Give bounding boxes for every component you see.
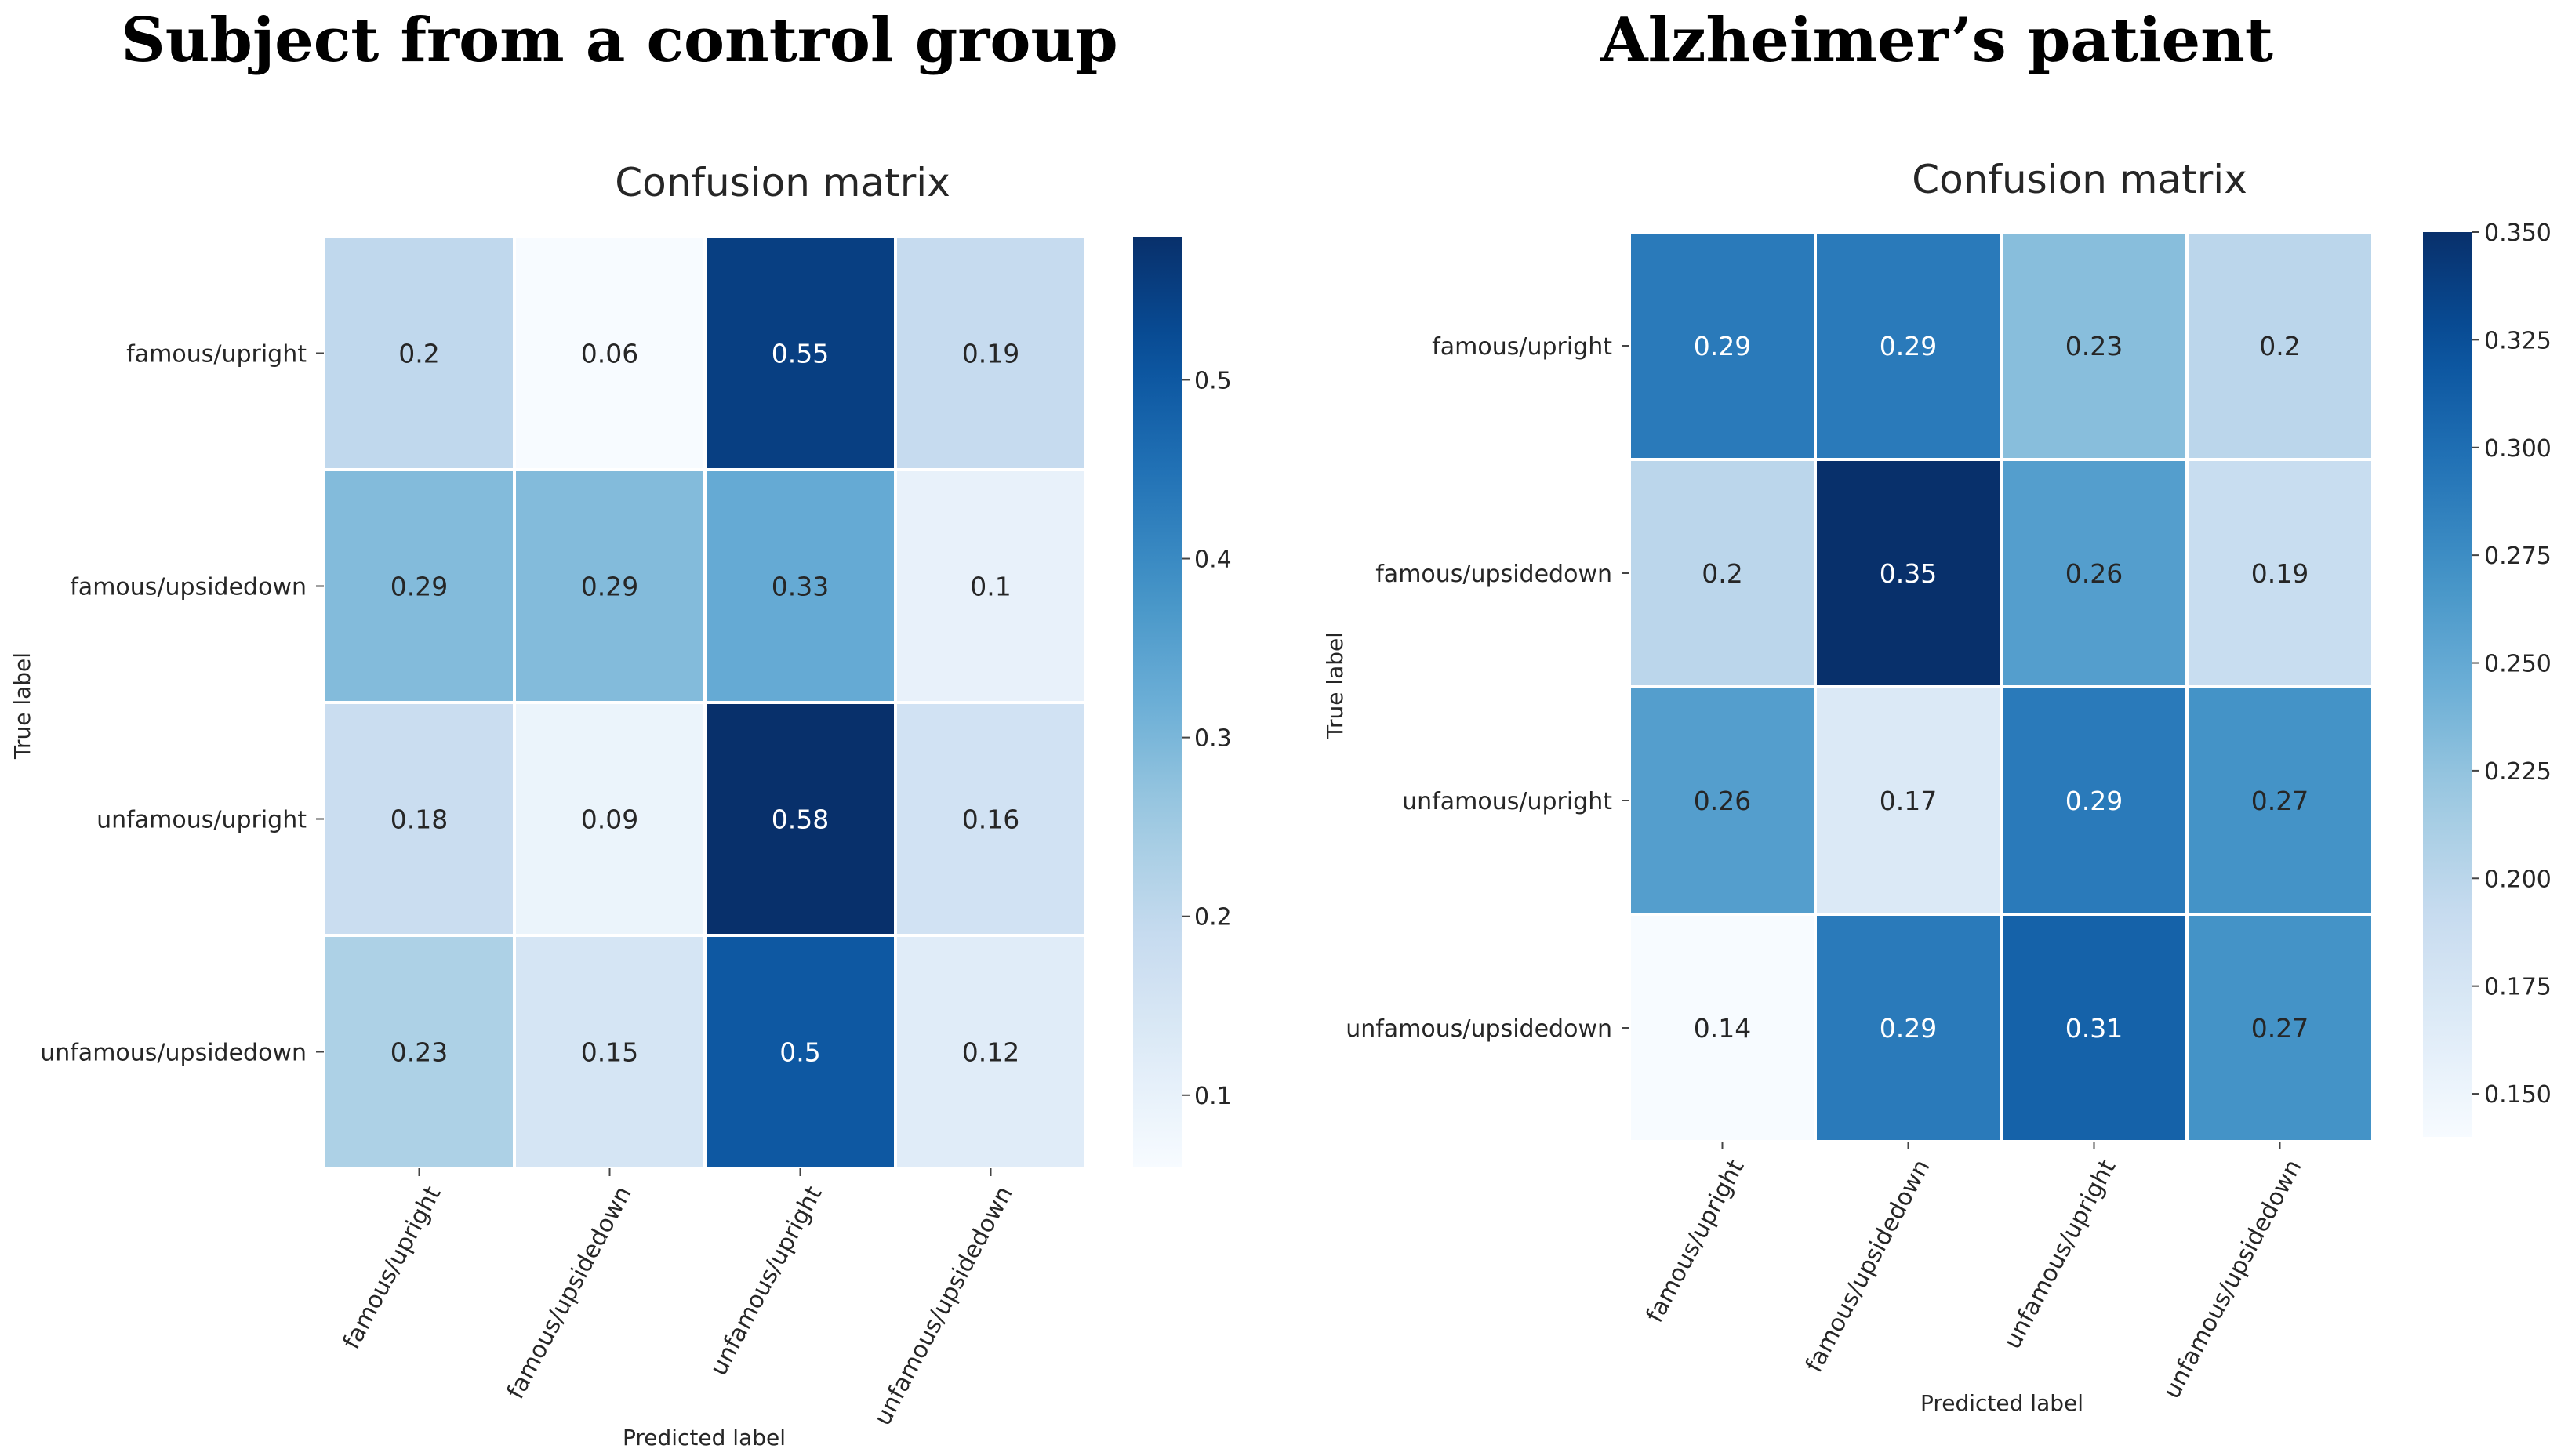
cell-value-r1-c2: 0.26 (2065, 558, 2123, 589)
colorbar-tick-label-0: 0.150 (2484, 1081, 2550, 1109)
colorbar-tick-label-1: 0.2 (1194, 904, 1232, 931)
cell-value-r0-c2: 0.23 (2065, 331, 2123, 361)
cell-value-r3-c3: 0.12 (962, 1037, 1019, 1068)
heatmap-cell-r0-c2 (703, 235, 897, 471)
x-tick-label-0: famous/upright (1641, 1155, 1750, 1327)
cell-value-r0-c0: 0.2 (398, 339, 439, 369)
y-axis-label: True label (1322, 632, 1348, 739)
panel-title-alzheimer: Alzheimer’s patient (1600, 5, 2273, 76)
y-axis-label: True label (9, 652, 35, 760)
colorbar-tick-label-2: 0.3 (1194, 725, 1232, 753)
y-tick-label-2: unfamous/upright (1402, 788, 1612, 815)
cell-value-r2-c3: 0.27 (2251, 786, 2308, 816)
heatmap-cell-r1-c2 (703, 468, 897, 704)
chart-title: Confusion matrix (1912, 157, 2247, 202)
heatmap-cell-r2-c0 (322, 701, 516, 937)
x-tick-label-2: unfamous/upright (1999, 1155, 2122, 1353)
colorbar-tick-label-4: 0.5 (1194, 367, 1232, 394)
cell-value-r3-c3: 0.27 (2251, 1013, 2308, 1044)
colorbar (1133, 237, 1182, 1167)
x-tick-label-1: famous/upsidedown (1800, 1155, 1936, 1377)
colorbar-tick-label-0: 0.1 (1194, 1083, 1232, 1110)
heatmap-cell-r2-c0 (1628, 685, 1817, 916)
cell-value-r3-c2: 0.31 (2065, 1013, 2123, 1044)
cell-value-r2-c3: 0.16 (962, 804, 1019, 835)
colorbar-tick-label-1: 0.175 (2484, 974, 2550, 1001)
cell-value-r0-c1: 0.06 (581, 339, 638, 369)
colorbar-tick-label-3: 0.4 (1194, 546, 1232, 574)
cell-value-r2-c2: 0.29 (2065, 786, 2123, 816)
panel-title-control: Subject from a control group (121, 5, 1118, 76)
cell-value-r2-c1: 0.17 (1880, 786, 1937, 816)
cell-value-r0-c3: 0.19 (962, 339, 1019, 369)
cell-value-r2-c0: 0.18 (390, 804, 448, 835)
heatmap-cell-r1-c3 (894, 468, 1088, 704)
heatmap-cell-r1-c3 (2185, 458, 2374, 688)
x-axis-label: Predicted label (623, 1425, 786, 1451)
cell-value-r3-c1: 0.15 (581, 1037, 638, 1068)
cell-value-r0-c0: 0.29 (1694, 331, 1751, 361)
heatmap-cell-r0-c1 (513, 235, 707, 471)
heatmap-cell-r3-c3 (2185, 913, 2374, 1143)
cell-value-r0-c1: 0.29 (1880, 331, 1937, 361)
heatmap-cell-r1-c0 (1628, 458, 1817, 688)
cell-value-r1-c2: 0.33 (772, 572, 829, 602)
cell-value-r3-c0: 0.14 (1694, 1013, 1751, 1044)
colorbar-tick-label-6: 0.300 (2484, 435, 2550, 463)
heatmap-cell-r3-c2 (2000, 913, 2189, 1143)
cell-value-r2-c0: 0.26 (1694, 786, 1751, 816)
colorbar-tick-label-4: 0.250 (2484, 651, 2550, 678)
colorbar-tick-label-7: 0.325 (2484, 327, 2550, 354)
cell-value-r1-c3: 0.1 (970, 572, 1011, 602)
y-tick-label-3: unfamous/upsidedown (40, 1040, 307, 1067)
cell-value-r2-c2: 0.58 (772, 804, 829, 835)
colorbar-tick-label-2: 0.200 (2484, 866, 2550, 893)
colorbar-tick-label-8: 0.350 (2484, 220, 2550, 247)
cell-value-r0-c3: 0.2 (2259, 331, 2300, 361)
cell-value-r3-c0: 0.23 (390, 1037, 448, 1068)
heatmap-cell-r2-c1 (513, 701, 707, 937)
heatmap-cell-r3-c0 (1628, 913, 1817, 1143)
y-tick-label-0: famous/upright (126, 341, 307, 369)
heatmap-cell-r0-c3 (894, 235, 1088, 471)
heatmap-cell-r3-c1 (513, 934, 707, 1170)
cell-value-r0-c2: 0.55 (772, 339, 829, 369)
cell-value-r1-c3: 0.19 (2251, 558, 2308, 589)
heatmap-cell-r2-c3 (894, 701, 1088, 937)
x-axis-label: Predicted label (1920, 1390, 2083, 1416)
heatmap-cell-r2-c3 (2185, 685, 2374, 916)
x-tick-label-3: unfamous/upsidedown (2158, 1155, 2307, 1403)
y-tick-label-2: unfamous/upright (96, 807, 307, 834)
y-tick-label-3: unfamous/upsidedown (1346, 1015, 1612, 1043)
cell-value-r3-c1: 0.29 (1880, 1013, 1937, 1044)
heatmap-cell-r3-c2 (703, 934, 897, 1170)
heatmap-cell-r1-c0 (322, 468, 516, 704)
heatmap-cell-r1-c1 (513, 468, 707, 704)
chart-title: Confusion matrix (615, 160, 950, 205)
cell-value-r1-c1: 0.29 (581, 572, 638, 602)
y-tick-label-0: famous/upright (1432, 333, 1612, 361)
cell-value-r1-c1: 0.35 (1880, 558, 1937, 589)
y-tick-label-1: famous/upsidedown (1375, 561, 1612, 588)
heatmap-cell-r2-c2 (703, 701, 897, 937)
cell-value-r1-c0: 0.29 (390, 572, 448, 602)
colorbar-tick-label-3: 0.225 (2484, 758, 2550, 786)
heatmap-cell-r2-c1 (1814, 685, 2003, 916)
colorbar (2423, 232, 2472, 1137)
cell-value-r3-c2: 0.5 (779, 1037, 820, 1068)
cell-value-r1-c0: 0.2 (1702, 558, 1742, 589)
cell-value-r2-c1: 0.09 (581, 804, 638, 835)
y-tick-label-1: famous/upsidedown (70, 574, 307, 601)
colorbar-tick-label-5: 0.275 (2484, 543, 2550, 570)
